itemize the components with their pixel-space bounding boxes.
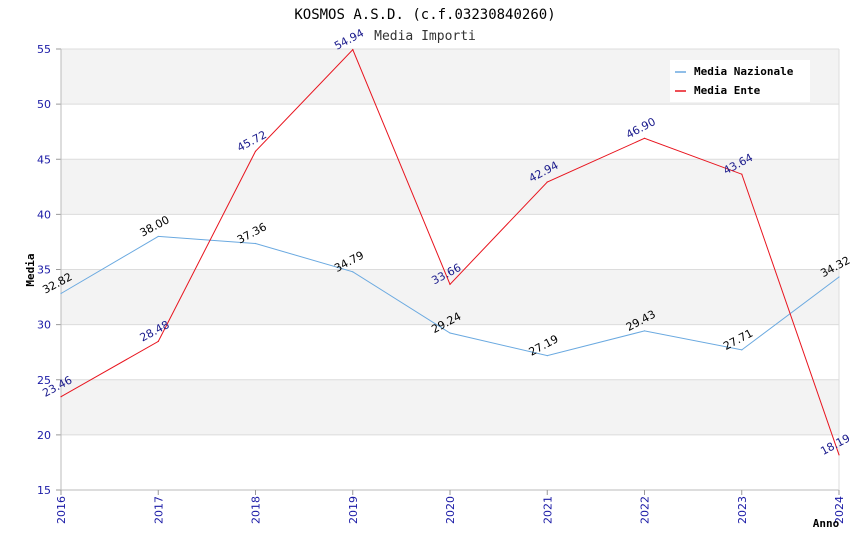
legend-entry-media-ente: Media Ente bbox=[694, 84, 761, 97]
legend: Media Nazionale Media Ente bbox=[670, 60, 810, 102]
point-media-ente-2022 bbox=[643, 137, 646, 139]
point-media-nazionale-2024 bbox=[838, 276, 840, 278]
point-media-ente-2021 bbox=[546, 181, 548, 183]
xtick-label-2017: 2017 bbox=[152, 496, 165, 524]
data-label-media-ente-2018: 45.72 bbox=[235, 128, 269, 154]
point-media-nazionale-2020 bbox=[449, 332, 451, 334]
ytick-label-50: 50 bbox=[37, 98, 51, 111]
chart-subtitle: Media Importi bbox=[374, 29, 476, 44]
data-label-media-ente-2022: 46.90 bbox=[624, 115, 658, 141]
ytick-label-20: 20 bbox=[37, 429, 51, 442]
grid-band bbox=[61, 379, 839, 435]
grid-bands bbox=[61, 49, 839, 435]
ytick-label-35: 35 bbox=[37, 264, 51, 277]
point-media-nazionale-2022 bbox=[643, 330, 646, 332]
y-tick-labels: 15 20 25 30 35 40 45 50 55 bbox=[37, 43, 51, 497]
point-media-ente-2019 bbox=[352, 49, 354, 51]
xtick-label-2018: 2018 bbox=[250, 496, 263, 524]
point-media-nazionale-2018 bbox=[254, 242, 257, 245]
ytick-label-30: 30 bbox=[37, 319, 51, 332]
chart-title: KOSMOS A.S.D. (c.f.03230840260) bbox=[294, 7, 555, 23]
point-media-ente-2016 bbox=[60, 396, 62, 398]
ytick-label-45: 45 bbox=[37, 153, 51, 166]
data-label-media-nazionale-2017: 38.00 bbox=[138, 213, 172, 239]
point-media-nazionale-2023 bbox=[741, 349, 743, 351]
xtick-label-2021: 2021 bbox=[541, 496, 554, 524]
xtick-label-2016: 2016 bbox=[55, 496, 68, 524]
legend-entry-media-nazionale: Media Nazionale bbox=[694, 65, 794, 78]
legend-box bbox=[670, 60, 810, 102]
point-media-nazionale-2019 bbox=[352, 271, 354, 273]
point-media-ente-2020 bbox=[449, 283, 451, 285]
y-axis-label: Media bbox=[24, 253, 37, 286]
xtick-label-2022: 2022 bbox=[639, 496, 652, 524]
point-media-nazionale-2016 bbox=[60, 292, 62, 295]
ytick-label-40: 40 bbox=[37, 208, 51, 221]
xtick-label-2023: 2023 bbox=[736, 496, 749, 524]
point-media-ente-2017 bbox=[157, 340, 159, 342]
xtick-label-2019: 2019 bbox=[347, 496, 360, 524]
grid-band bbox=[61, 159, 839, 215]
xtick-label-2020: 2020 bbox=[444, 496, 457, 524]
xtick-label-2024: 2024 bbox=[833, 496, 846, 524]
point-media-ente-2023 bbox=[741, 173, 743, 175]
point-media-nazionale-2021 bbox=[546, 355, 548, 357]
ytick-label-55: 55 bbox=[37, 43, 51, 56]
x-tick-labels: 2016 2017 2018 2019 2020 2021 2022 2023 2024 bbox=[55, 496, 846, 524]
series-lines bbox=[60, 48, 840, 456]
point-media-ente-2024 bbox=[838, 454, 840, 456]
data-label-media-ente-2024: 18.19 bbox=[818, 432, 850, 458]
point-media-nazionale-2017 bbox=[157, 235, 159, 238]
data-label-media-nazionale-2018: 37.36 bbox=[235, 220, 269, 246]
axes bbox=[56, 48, 840, 495]
ytick-label-15: 15 bbox=[37, 484, 51, 497]
point-media-ente-2018 bbox=[254, 150, 257, 152]
ytick-label-25: 25 bbox=[37, 374, 51, 387]
x-axis-label: Anno bbox=[813, 517, 840, 530]
